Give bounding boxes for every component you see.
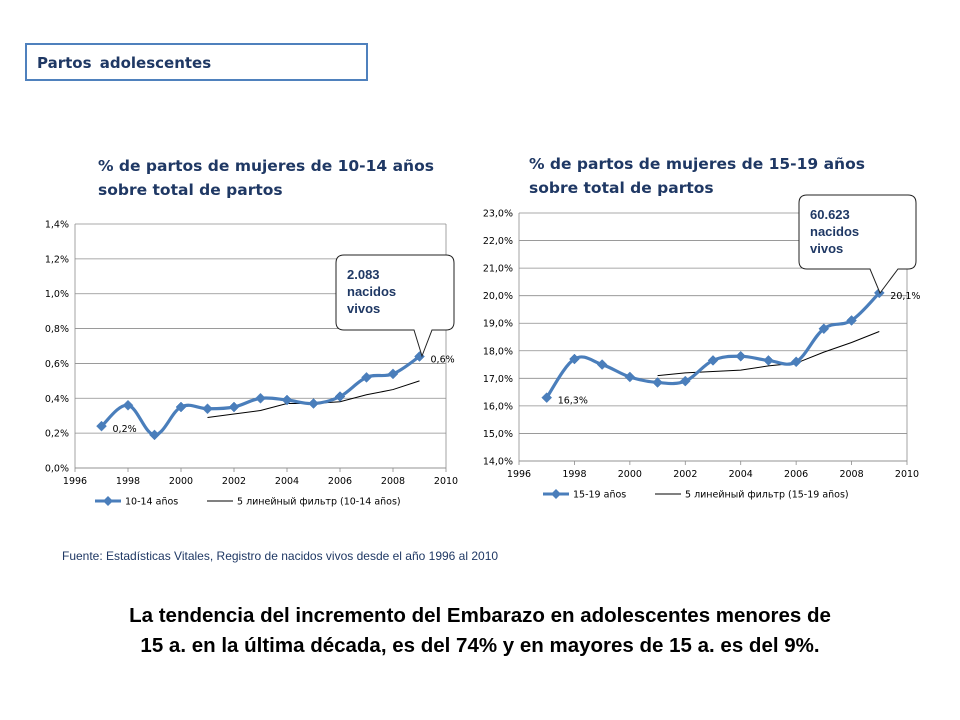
chart2-y-tick-label: 17,0% [483, 374, 513, 385]
chart1-y-tick-label: 1,4% [45, 220, 69, 231]
chart1-title-line2: sobre total de partos [98, 181, 283, 199]
chart2-data-point [679, 375, 691, 387]
chart1-y-tick-label: 1,0% [45, 289, 69, 300]
chart2-title-line2: sobre total de partos [529, 179, 714, 197]
chart1-y-tick-label: 1,2% [45, 254, 69, 265]
chart1-x-tick-label: 2006 [328, 476, 352, 487]
chart1-callout-line2: nacidos [347, 284, 397, 299]
chart2-y-tick-label: 15,0% [483, 429, 513, 440]
chart2-x-tick-label: 2006 [784, 469, 808, 480]
chart2-series-trend-line [657, 331, 880, 377]
chart2-data-point [763, 355, 774, 366]
chart2-y-tick-label: 23,0% [483, 209, 513, 220]
header-box: Partos adolescentes [25, 43, 368, 81]
conclusion-text: La tendencia del incremento del Embarazo… [40, 601, 920, 661]
chart2-data-point [541, 392, 553, 403]
chart1-callout: 2.083 nacidos vivos [335, 254, 460, 364]
conclusion-line1: La tendencia del incremento del Embarazo… [129, 604, 831, 627]
chart1-x-tick-label: 2008 [381, 476, 405, 487]
chart1-legend-trend-label: 5 линейный фильтр (10-14 años) [237, 497, 401, 508]
chart2-callout: 60.623 nacidos vivos [798, 194, 923, 299]
chart1-y-tick-label: 0,8% [45, 324, 69, 335]
chart2-x-tick-label: 1996 [507, 469, 531, 480]
chart1-data-point [149, 429, 160, 441]
chart1-data-label: 0,6% [431, 354, 455, 365]
chart2-series-main-line [545, 291, 881, 399]
chart2-legend-trend-label: 5 линейный фильтр (15-19 años) [685, 490, 849, 501]
chart2-data-point [846, 315, 857, 326]
chart2-data-label: 20,1% [890, 291, 920, 302]
chart2-y-tick-label: 14,0% [483, 457, 513, 468]
chart1-data-point [361, 372, 372, 383]
chart1-callout-line3: vivos [347, 301, 381, 316]
chart1-legend-main-marker [103, 496, 113, 506]
chart1-data-point [122, 399, 134, 411]
source-note: Fuente: Estadísticas Vitales, Registro d… [62, 549, 499, 563]
chart2-data-label: 16,3% [558, 396, 588, 407]
chart2-x-tick-label: 2010 [895, 469, 919, 480]
chart2-data-point [624, 371, 636, 383]
chart2-callout-line3: vivos [810, 241, 844, 256]
chart1-x-tick-label: 2004 [275, 476, 299, 487]
chart2-title: % de partos de mujeres de 15-19 años sob… [529, 152, 865, 200]
chart1-title-line1: % de partos de mujeres de 10-14 años [98, 157, 434, 175]
chart1-y-tick-label: 0,2% [45, 429, 69, 440]
chart1-x-tick-label: 2002 [222, 476, 246, 487]
chart2-legend-main-marker [551, 489, 561, 499]
chart2-x-tick-label: 1998 [562, 469, 586, 480]
chart2-y-tick-label: 22,0% [483, 236, 513, 247]
chart2-title-line1: % de partos de mujeres de 15-19 años [529, 155, 865, 173]
chart1-data-point [334, 391, 346, 402]
conclusion-line2: 15 a. en la última década, es del 74% y … [140, 634, 820, 657]
chart2-data-point [596, 359, 608, 370]
chart1-y-tick-label: 0,0% [45, 464, 69, 475]
chart1-y-tick-label: 0,4% [45, 394, 69, 405]
chart2-y-tick-label: 18,0% [483, 346, 513, 357]
chart2-y-tick-label: 16,0% [483, 401, 513, 412]
chart1-data-point [308, 398, 319, 409]
chart1-data-point [387, 368, 399, 380]
chart2-x-tick-label: 2000 [618, 469, 642, 480]
chart2-y-tick-label: 21,0% [483, 264, 513, 275]
chart2-data-point [735, 350, 747, 362]
chart1-data-point [96, 420, 107, 432]
chart1-data-point [228, 401, 240, 413]
chart2-data-point [707, 355, 719, 366]
chart1-data-label: 0,2% [113, 424, 137, 435]
chart2-callout-line2: nacidos [810, 224, 860, 239]
chart1-x-tick-label: 1998 [116, 476, 140, 487]
chart2-y-tick-label: 20,0% [483, 291, 513, 302]
chart1-data-point [202, 403, 213, 415]
chart1-data-point [281, 394, 293, 406]
chart2-data-point [790, 356, 802, 368]
chart2-data-point [569, 353, 580, 365]
chart1-y-tick-label: 0,6% [45, 359, 69, 370]
chart2-y-tick-label: 19,0% [483, 319, 513, 330]
chart1-x-tick-label: 2000 [169, 476, 193, 487]
chart2-x-tick-label: 2008 [839, 469, 863, 480]
chart1-title: % de partos de mujeres de 10-14 años sob… [98, 154, 434, 202]
page-title: Partos adolescentes [37, 54, 212, 72]
chart1-x-tick-label: 2010 [434, 476, 458, 487]
chart2-callout-line1: 60.623 [810, 207, 850, 222]
chart2-callout-shape [798, 194, 917, 294]
chart1-callout-line1: 2.083 [347, 267, 380, 282]
chart1-legend-main-label: 10-14 años [125, 497, 178, 508]
chart2-data-point [652, 377, 663, 388]
chart1-x-tick-label: 1996 [63, 476, 87, 487]
chart2-x-tick-label: 2004 [729, 469, 753, 480]
chart2-x-tick-label: 2002 [673, 469, 697, 480]
chart2-legend-main-label: 15-19 años [573, 490, 626, 501]
chart1-data-point [255, 392, 266, 404]
chart1-callout-shape [335, 254, 455, 358]
chart2-data-point [818, 323, 830, 335]
chart1-data-point [175, 401, 187, 413]
